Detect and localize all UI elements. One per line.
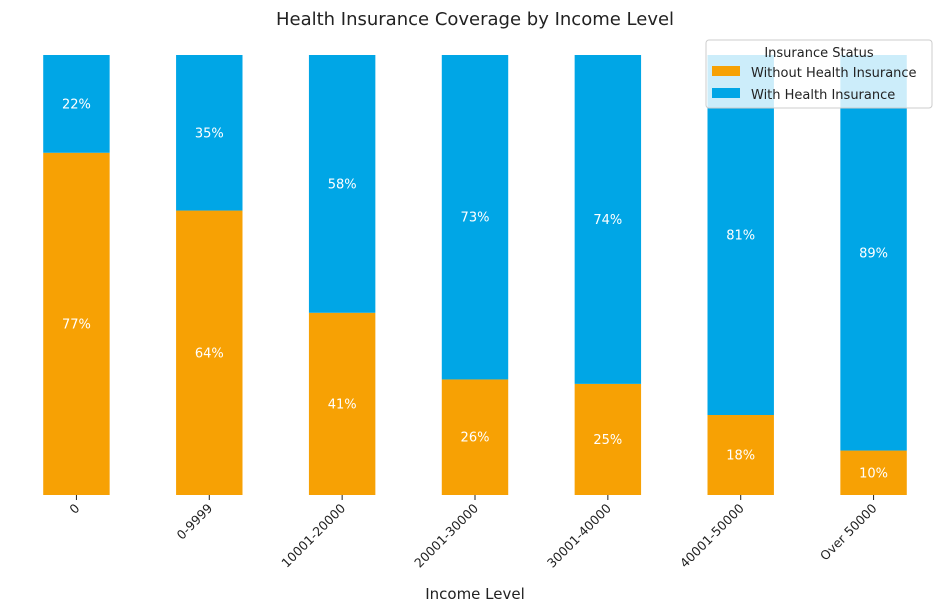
x-tick-label-4: 30001-40000 — [544, 500, 614, 570]
bar-label-without-0: 77% — [62, 317, 91, 332]
bar-label-without-5: 18% — [726, 449, 755, 464]
bar-without-3 — [441, 379, 509, 495]
x-tick-label-5: 40001-50000 — [677, 500, 747, 570]
bar-label-with-2: 58% — [328, 177, 357, 192]
bar-with-4 — [574, 55, 642, 384]
bar-with-2 — [308, 55, 376, 313]
x-axis-label: Income Level — [425, 585, 525, 603]
bar-label-with-6: 89% — [859, 246, 888, 261]
bar-with-5 — [707, 55, 774, 415]
bar-without-0 — [43, 152, 110, 495]
bar-label-without-4: 25% — [593, 433, 622, 448]
x-axis: 0 0-9999 10001-20000 20001-30000 30001-40000… — [66, 495, 880, 571]
bar-label-with-0: 22% — [62, 97, 91, 112]
bar-label-without-2: 41% — [328, 397, 357, 412]
bar-label-with-5: 81% — [726, 229, 755, 244]
bar-with-0 — [43, 55, 110, 153]
x-tick-label-0: 0 — [66, 500, 82, 516]
bar-label-without-3: 26% — [461, 431, 490, 446]
legend: Insurance Status Without Health Insuranc… — [705, 39, 933, 109]
legend-box — [705, 39, 933, 109]
bar-without-4 — [574, 383, 642, 495]
legend-swatch-without — [712, 66, 740, 76]
x-tick-label-1: 0-9999 — [173, 500, 215, 542]
bar-with-6 — [840, 55, 907, 451]
legend-swatch-with — [712, 88, 740, 98]
legend-title: Insurance Status — [764, 46, 874, 61]
bar-without-2 — [308, 312, 376, 495]
chart-title: Health Insurance Coverage by Income Leve… — [276, 9, 674, 30]
bar-label-with-3: 73% — [461, 211, 490, 226]
bar-label-with-1: 35% — [195, 126, 224, 141]
legend-label-without: Without Health Insurance — [751, 66, 917, 81]
bar-without-1 — [176, 210, 243, 496]
bar-with-3 — [441, 55, 509, 380]
bar-label-with-4: 74% — [593, 213, 622, 228]
bar-with-1 — [176, 55, 243, 211]
bars-group — [43, 55, 907, 496]
x-tick-label-6: Over 50000 — [817, 500, 880, 563]
x-tick-label-2: 10001-20000 — [278, 500, 348, 570]
bar-without-6 — [840, 450, 907, 495]
legend-label-with: With Health Insurance — [751, 88, 895, 103]
bar-label-without-6: 10% — [859, 466, 888, 481]
bar-label-without-1: 64% — [195, 346, 224, 361]
x-tick-label-3: 20001-30000 — [411, 500, 481, 570]
bar-without-5 — [707, 415, 774, 495]
bar-labels-group: 77% 22% 64% 35% 41% 58% 26% 73% 25% 74% 18% 81% 10% 8… — [62, 97, 888, 481]
